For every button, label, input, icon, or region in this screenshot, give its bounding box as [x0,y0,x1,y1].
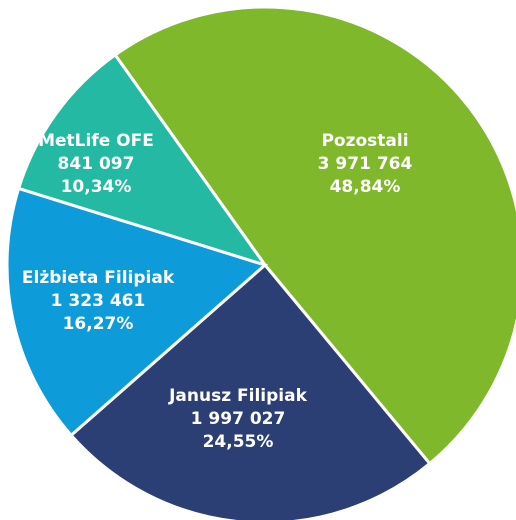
percent-label: 24,55% [203,432,274,452]
count-label: 841 097 [58,154,135,174]
pie-slice [113,5,516,466]
pie-slice [5,186,268,438]
slice-label: MetLife OFE [38,131,154,151]
pie-slice [69,262,432,520]
count-label: 3 971 764 [318,154,413,174]
count-label: 1 997 027 [191,409,286,429]
slice-label: Pozostali [321,131,408,151]
count-label: 1 323 461 [51,291,146,311]
percent-label: 48,84% [330,177,401,197]
slice-label: Elżbieta Filipiak [22,268,175,288]
slice-label: Janusz Filipiak [168,386,307,406]
percent-label: 16,27% [63,314,134,334]
pie-slice [16,52,269,268]
percent-label: 10,34% [61,177,132,197]
